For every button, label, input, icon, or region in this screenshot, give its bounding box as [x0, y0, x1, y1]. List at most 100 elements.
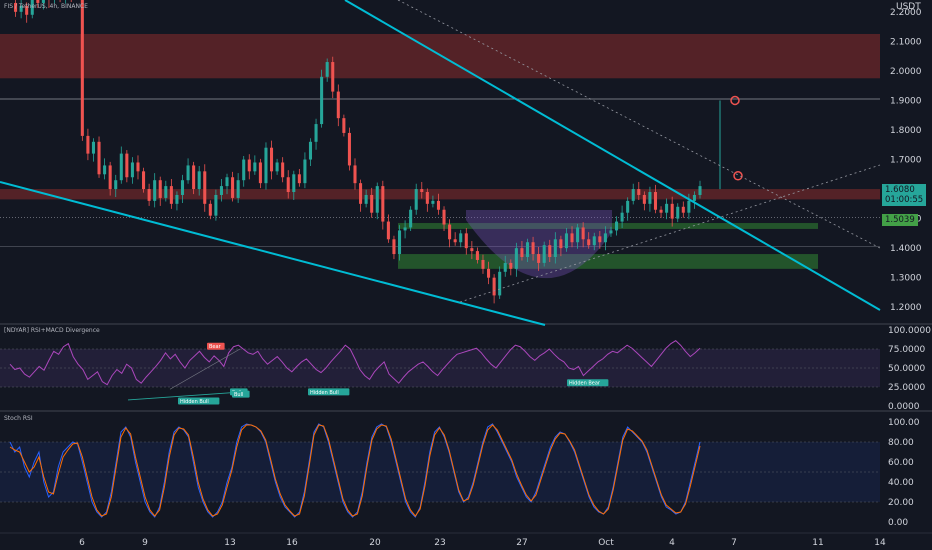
candle-body: [642, 194, 646, 204]
target-marker: [730, 95, 740, 106]
price-axis-tick: 2.1000: [890, 37, 922, 47]
divergence-badge: [207, 342, 225, 350]
candle-body: [158, 180, 162, 198]
candle-body: [592, 236, 596, 246]
candle-body: [453, 239, 457, 243]
candle-body: [164, 186, 168, 198]
candle-body: [659, 209, 663, 213]
candle-body: [153, 180, 157, 201]
candle-body: [442, 209, 446, 225]
candle-body: [125, 153, 129, 178]
candle-body: [598, 236, 602, 243]
candle-body: [487, 268, 491, 278]
cup-pattern-shape: [466, 210, 612, 279]
candle-body: [325, 62, 329, 77]
candle-body: [375, 186, 379, 213]
rsi-indicator-title: [NDYAR] RSI+MACD Divergence: [4, 327, 100, 334]
candle-body: [103, 165, 107, 175]
candle-body: [414, 189, 418, 210]
candle-body: [136, 162, 140, 172]
candle-body: [169, 186, 173, 204]
candle-body: [509, 262, 513, 269]
stoch-axis-tick: 0.00: [888, 518, 908, 528]
divergence-label: Bull: [234, 392, 243, 398]
candle-body: [320, 76, 324, 125]
currency-label: USDT: [896, 2, 921, 12]
price-zone-red: [0, 189, 880, 200]
candle-body: [403, 227, 407, 231]
candle-body: [570, 233, 574, 243]
candle-body: [147, 189, 151, 201]
candle-body: [581, 227, 585, 240]
candle-body: [308, 141, 313, 160]
candle-body: [108, 165, 112, 190]
candle-body: [342, 118, 346, 133]
price-axis-tick: 1.4000: [890, 244, 922, 254]
candle-body: [119, 153, 123, 181]
candle-body: [225, 177, 229, 187]
candle-body: [520, 248, 524, 258]
candle-body: [692, 194, 696, 201]
price-axis-tick: 1.9000: [890, 96, 922, 106]
candle-body: [665, 203, 669, 213]
divergence-label: Hidden Bear: [569, 381, 601, 387]
rsi-axis-tick: 75.0000: [888, 345, 925, 355]
candle-countdown: 01:00:55: [885, 195, 924, 205]
candle-body: [97, 141, 101, 175]
candle-body: [353, 165, 357, 184]
time-axis-tick: 11: [812, 538, 823, 548]
price-axis-tick: 1.2000: [890, 303, 922, 313]
time-axis-tick: 9: [142, 538, 148, 548]
divergence-badge: [308, 388, 350, 396]
reference-price-tag: 1.5039: [882, 214, 918, 226]
candle-body: [303, 159, 307, 184]
candle-body: [653, 192, 658, 210]
price-axis-tick: 1.8000: [890, 126, 922, 136]
candle-body: [637, 189, 641, 195]
candle-body: [86, 135, 90, 154]
candle-body: [197, 171, 201, 190]
candle-body: [80, 0, 84, 136]
rsi-axis-tick: 0.0000: [888, 402, 920, 412]
candle-body: [587, 239, 591, 246]
candle-body: [297, 174, 301, 184]
candle-body: [30, 0, 34, 15]
divergence-label: Hidden Bull: [180, 399, 209, 405]
lower-trendline: [0, 181, 546, 326]
candle-body: [25, 5, 29, 15]
candle-body: [253, 162, 257, 172]
candle-body: [631, 189, 635, 201]
candle-body: [292, 174, 296, 193]
time-axis-tick: 27: [516, 538, 527, 548]
divergence-badge: [567, 379, 609, 387]
price-axis-tick: 1.3000: [890, 274, 922, 284]
candle-body: [498, 271, 502, 296]
time-axis-tick: 16: [286, 538, 298, 548]
candle-body: [436, 200, 440, 210]
candle-body: [459, 233, 463, 243]
divergence-line: [127, 391, 238, 401]
candle-body: [381, 186, 385, 222]
candle-body: [431, 200, 435, 204]
candle-body: [609, 230, 613, 234]
candle-body: [242, 159, 246, 181]
divergence-line: [169, 348, 241, 390]
candle-body: [514, 248, 518, 269]
candle-body: [264, 147, 268, 184]
candle-body: [425, 192, 429, 204]
candle-body: [231, 177, 235, 198]
time-axis-tick: 6: [79, 538, 85, 548]
stoch-axis-tick: 20.00: [888, 498, 914, 508]
candle-body: [531, 242, 535, 255]
time-axis-tick: 4: [669, 538, 675, 548]
candle-body: [286, 177, 290, 193]
candle-body: [281, 162, 285, 178]
time-axis-tick: 14: [874, 538, 886, 548]
time-axis-tick: 7: [731, 538, 737, 548]
stoch-indicator-title: Stoch RSI: [4, 415, 33, 422]
candle-body: [180, 180, 185, 195]
candle-body: [409, 209, 413, 228]
candle-body: [247, 159, 251, 172]
candle-body: [364, 194, 368, 204]
